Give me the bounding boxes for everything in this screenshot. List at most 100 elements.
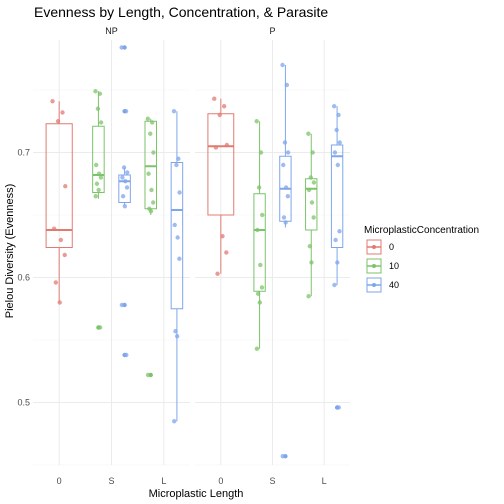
box-body [92, 125, 105, 193]
data-point [172, 419, 177, 424]
data-point [146, 171, 151, 176]
data-point [124, 352, 129, 358]
legend-entry-40: 40 [366, 277, 399, 293]
data-point [148, 131, 153, 136]
data-point [280, 454, 285, 459]
data-point [145, 116, 151, 121]
data-point [254, 119, 259, 124]
legend-label: 0 [389, 242, 394, 252]
data-point [335, 162, 341, 168]
data-point [309, 260, 314, 265]
chart-title: Evenness by Length, Concentration, & Par… [34, 4, 328, 20]
data-point [97, 91, 103, 96]
data-point [93, 194, 98, 199]
data-point [281, 215, 287, 220]
data-point [257, 300, 263, 305]
y-axis: 0.5 0.6 0.7 [17, 148, 30, 408]
data-point [119, 45, 124, 50]
data-point [58, 237, 64, 243]
box-p-l-40 [330, 104, 344, 410]
data-point [335, 260, 340, 265]
box-np-s-40 [118, 45, 131, 358]
x-tick-label: L [161, 476, 166, 486]
box-body [118, 174, 131, 203]
legend-key-point [372, 245, 376, 249]
legend: MicroplasticConcentration 0 10 40 [364, 225, 479, 293]
legend-title: MicroplasticConcentration [364, 225, 479, 236]
legend-label: 40 [389, 280, 399, 290]
data-point [120, 175, 125, 180]
data-point [255, 291, 261, 296]
data-point [123, 109, 129, 114]
data-point [173, 329, 178, 334]
data-point [285, 150, 291, 155]
data-point [50, 99, 55, 104]
data-point [258, 150, 264, 155]
data-point [150, 200, 156, 205]
data-point [212, 96, 217, 101]
data-point [283, 220, 288, 225]
data-point [53, 280, 59, 285]
data-point [306, 294, 311, 299]
data-point [282, 140, 288, 145]
x-tick-label: L [322, 476, 327, 486]
legend-key-point [372, 264, 376, 268]
legend-label: 10 [389, 261, 399, 271]
x-axis: 0 S L 0 S L [57, 476, 327, 486]
data-point [217, 112, 222, 118]
data-point [256, 185, 262, 190]
box-p-s-40 [279, 62, 292, 459]
data-point [306, 187, 312, 193]
data-point [95, 106, 101, 111]
data-point [213, 145, 219, 150]
x-tick-label: S [108, 476, 114, 486]
box-body [45, 123, 73, 248]
panel-np: NP [33, 26, 190, 466]
data-point [57, 300, 62, 305]
x-axis-title: Microplastic Length [149, 488, 244, 500]
data-point [259, 285, 265, 290]
data-point [119, 302, 125, 308]
data-point [174, 162, 179, 168]
box-p-l-10 [305, 131, 318, 299]
data-point [311, 180, 317, 185]
data-point [96, 187, 101, 193]
y-axis-title: Pielou Diversity (Evenness) [4, 184, 16, 319]
data-point [171, 109, 177, 114]
data-point [122, 204, 128, 209]
data-point [255, 227, 260, 233]
data-point [120, 194, 126, 199]
box-np-l-10 [144, 116, 158, 378]
data-point [62, 252, 67, 258]
data-point [285, 194, 291, 199]
legend-entry-10: 10 [366, 258, 399, 274]
data-point [337, 140, 342, 145]
data-point [148, 209, 154, 214]
x-tick-label: S [269, 476, 275, 486]
data-point [51, 226, 57, 231]
data-point [332, 282, 337, 288]
data-point [221, 104, 227, 109]
data-point [254, 346, 260, 351]
data-point [306, 131, 311, 136]
panel-p: P [195, 26, 350, 466]
data-point [310, 150, 315, 155]
y-tick-label: 0.7 [17, 148, 30, 158]
data-point [281, 162, 286, 168]
data-point [334, 127, 339, 133]
box-p-0-0 [207, 96, 235, 276]
data-point [55, 119, 61, 124]
data-point [336, 112, 341, 118]
box-np-0-0 [45, 99, 73, 305]
legend-entry-0: 0 [366, 239, 394, 255]
data-point [308, 175, 313, 180]
data-point [121, 165, 127, 170]
box-np-l-40 [170, 109, 184, 424]
data-point [125, 170, 130, 175]
box-body [330, 144, 344, 248]
data-point [98, 175, 104, 180]
data-point [224, 142, 230, 148]
data-point [311, 215, 316, 220]
data-point [175, 235, 180, 240]
data-point [284, 82, 290, 88]
